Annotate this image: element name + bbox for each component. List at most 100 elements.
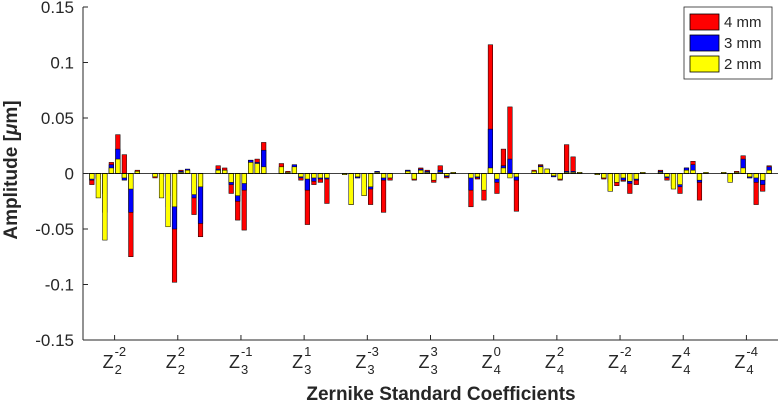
x-tick-label-sup: 0 <box>494 344 501 359</box>
bar-2-mm-4-6 <box>381 173 387 179</box>
x-tick-label-sup: 4 <box>683 344 690 359</box>
bar-2-mm-2-2 <box>228 173 234 183</box>
bar-2-mm-6-0 <box>468 173 474 179</box>
legend-swatch <box>689 13 720 31</box>
bar-2-mm-0-1 <box>95 173 101 199</box>
bar-2-mm-6-7 <box>513 173 519 178</box>
x-tick-label-sub: 4 <box>557 362 564 377</box>
bar-3-mm-6-6 <box>507 158 513 174</box>
bar-2-mm-3-5 <box>311 173 317 179</box>
x-tick-label-base: Z <box>229 352 240 372</box>
x-tick-label-base: Z <box>355 352 366 372</box>
bar-4-mm-7-5 <box>564 144 570 174</box>
x-tick-label-base: Z <box>419 352 430 372</box>
bar-2-mm-10-6 <box>760 173 766 181</box>
bar-2-mm-4-2 <box>355 173 361 178</box>
bar-2-mm-5-2 <box>418 169 424 174</box>
bar-2-mm-3-6 <box>317 173 323 179</box>
bar-2-mm-0-2 <box>102 173 108 241</box>
x-tick-label-sup: -3 <box>367 344 379 359</box>
x-tick-label-sub: 3 <box>431 362 438 377</box>
x-tick-label-sub: 3 <box>304 362 311 377</box>
y-tick-label: 0.1 <box>50 54 74 73</box>
bar-2-mm-8-1 <box>601 173 607 179</box>
x-tick-label-base: Z <box>166 352 177 372</box>
bar-2-mm-6-5 <box>500 167 506 174</box>
bar-2-mm-1-5 <box>184 169 191 174</box>
bar-2-mm-6-2 <box>481 173 487 191</box>
bar-2-mm-4-1 <box>348 173 354 205</box>
bar-2-mm-4-4 <box>368 173 374 188</box>
bar-2-mm-0-3 <box>108 167 114 174</box>
x-tick-label-sup: -1 <box>241 344 253 359</box>
bar-2-mm-6-1 <box>474 173 480 178</box>
y-tick-label: 0.05 <box>41 109 74 128</box>
bar-2-mm-5-1 <box>411 173 417 180</box>
bar-2-mm-3-7 <box>324 173 330 179</box>
bar-2-mm-2-0 <box>215 169 221 174</box>
bar-2-mm-8-4 <box>620 173 626 179</box>
bar-2-mm-2-4 <box>241 173 247 184</box>
bar-2-mm-3-4 <box>304 173 310 180</box>
bar-2-mm-0-5 <box>121 173 127 179</box>
bar-2-mm-9-1 <box>664 173 670 178</box>
bar-2-mm-8-3 <box>614 173 620 183</box>
bar-2-mm-9-6 <box>696 173 703 181</box>
bar-2-mm-9-4 <box>683 169 690 174</box>
bar-2-mm-9-5 <box>690 169 696 174</box>
bar-2-mm-0-4 <box>115 158 121 174</box>
bar-2-mm-3-3 <box>298 173 304 178</box>
y-tick-label: -0.05 <box>35 220 74 239</box>
y-axis-title: Amplitude [μm] <box>1 100 22 239</box>
bar-2-mm-2-7 <box>261 166 267 174</box>
bar-2-mm-10-5 <box>753 173 759 179</box>
x-tick-label-base: Z <box>545 352 556 372</box>
x-tick-label-sub: 4 <box>494 362 501 377</box>
x-tick-label-base: Z <box>482 352 493 372</box>
bar-2-mm-0-6 <box>128 173 134 190</box>
bar-2-mm-0-0 <box>89 173 95 180</box>
legend-label: 3 mm <box>724 35 762 52</box>
x-axis-title: Zernike Standard Coefficients <box>306 384 575 405</box>
legend-label: 2 mm <box>724 56 762 73</box>
x-tick-label-sub: 2 <box>178 362 185 377</box>
y-tick-label: -0.1 <box>45 276 74 295</box>
x-tick-label-sup: 1 <box>304 344 311 359</box>
bar-4-mm-7-6 <box>570 156 576 174</box>
legend-label: 4 mm <box>724 14 762 31</box>
x-axis-ticks: Z-22 Z22 Z-13 Z13 Z-33 Z33 Z04 Z24 Z-24 Z44 Z-44 <box>103 335 758 377</box>
bar-4-mm-0-5 <box>121 154 127 174</box>
bar-2-mm-8-2 <box>607 173 613 192</box>
x-tick-label-base: Z <box>103 352 114 372</box>
bar-2-mm-1-0 <box>152 173 158 178</box>
x-tick-label-sub: 4 <box>746 362 753 377</box>
bar-2-mm-10-1 <box>727 173 733 183</box>
bar-2-mm-1-2 <box>165 173 171 228</box>
x-tick-label-sup: -4 <box>746 344 758 359</box>
bar-2-mm-2-5 <box>248 162 254 174</box>
y-axis-ticks: -0.15 -0.1 -0.05 0 0.05 0.1 0.15 <box>35 0 88 350</box>
x-tick-label-sup: -2 <box>115 344 127 359</box>
x-tick-label-sup: -2 <box>620 344 632 359</box>
y-tick-label: -0.15 <box>35 331 74 350</box>
x-tick-label-sub: 3 <box>367 362 374 377</box>
bar-2-mm-9-3 <box>677 173 683 185</box>
bar-2-mm-3-2 <box>291 166 297 174</box>
y-tick-label: 0 <box>65 165 74 184</box>
bar-2-mm-4-3 <box>361 173 367 196</box>
x-tick-label-base: Z <box>608 352 619 372</box>
bar-2-mm-10-7 <box>766 169 772 174</box>
x-tick-label-sup: 2 <box>178 344 185 359</box>
bar-2-mm-2-6 <box>254 163 260 174</box>
bar-3-mm-6-3 <box>487 128 493 174</box>
bar-2-mm-8-6 <box>633 173 639 180</box>
bar-2-mm-1-6 <box>191 173 197 195</box>
y-tick-label: 0.15 <box>41 0 74 17</box>
bar-2-mm-7-2 <box>544 168 550 174</box>
legend-swatch <box>689 55 720 73</box>
bar-2-mm-7-1 <box>538 166 544 174</box>
bar-2-mm-7-4 <box>557 173 563 180</box>
bar-2-mm-4-7 <box>387 173 393 179</box>
x-tick-label-sub: 3 <box>241 362 248 377</box>
bar-2-mm-1-3 <box>171 173 178 208</box>
